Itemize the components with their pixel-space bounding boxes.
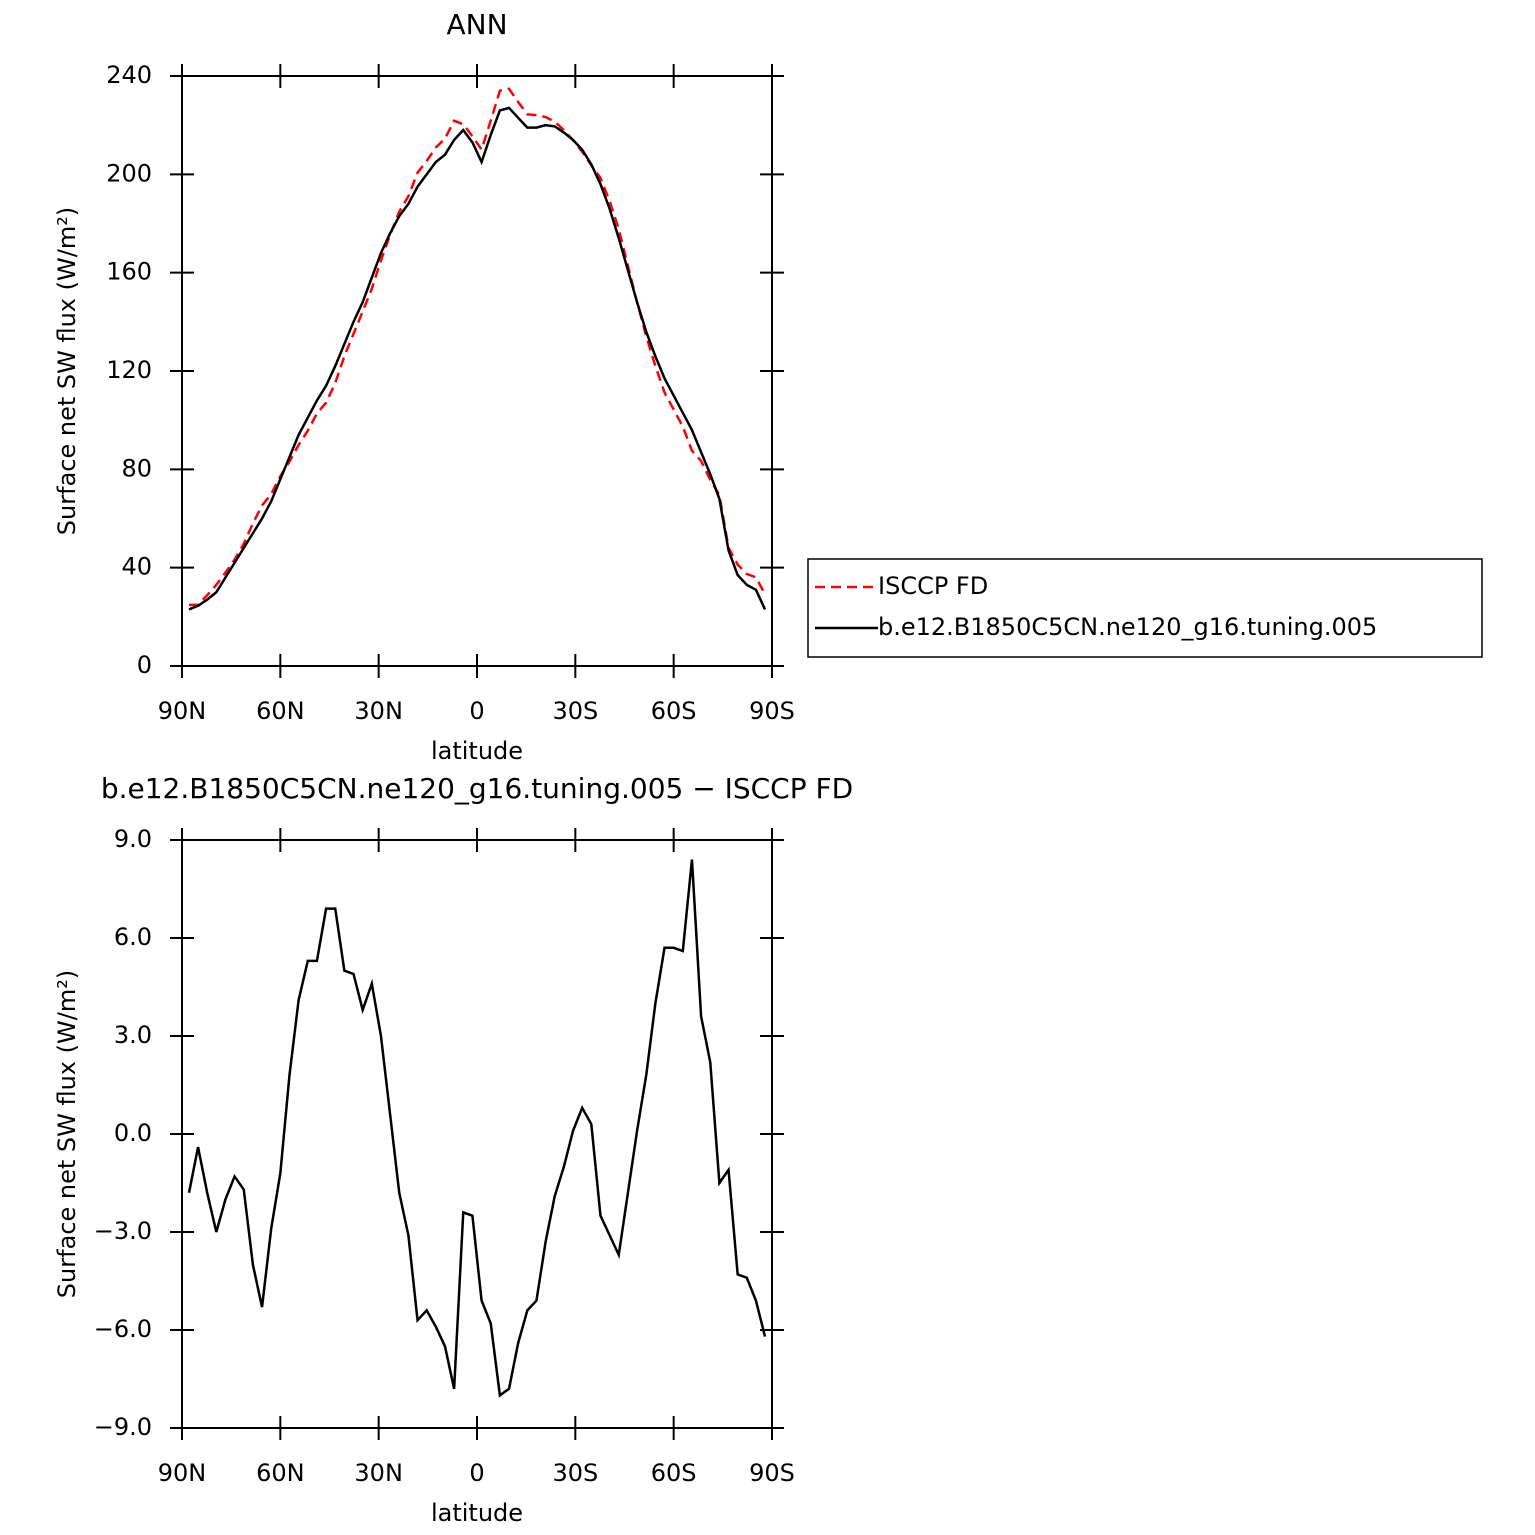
y-axis-label: Surface net SW flux (W/m²) (53, 970, 81, 1298)
plot-frame (181, 839, 773, 1429)
y-tick-label: 0 (137, 651, 152, 679)
legend-label: ISCCP FD (878, 572, 988, 600)
legend-label: b.e12.B1850C5CN.ne120_g16.tuning.005 (878, 613, 1377, 641)
x-axis-label: latitude (431, 1499, 523, 1527)
y-tick-label: 80 (121, 454, 152, 482)
x-tick-label: 0 (469, 1459, 484, 1487)
x-tick-label: 0 (469, 697, 484, 725)
y-tick-label: 6.0 (114, 923, 152, 951)
x-tick-label: 30N (354, 1459, 403, 1487)
y-tick-label: 240 (106, 61, 152, 89)
data-line (187, 859, 767, 1398)
plot-frame (181, 75, 773, 667)
data-line (188, 87, 767, 607)
y-tick-label: −9.0 (94, 1413, 152, 1441)
y-tick-label: 0.0 (114, 1119, 152, 1147)
legend-box (807, 558, 1483, 658)
x-tick-label: 90S (749, 697, 795, 725)
chart-title: ANN (446, 8, 507, 41)
x-tick-label: 60S (651, 1459, 697, 1487)
y-tick-label: −6.0 (94, 1315, 152, 1343)
y-tick-label: 160 (106, 258, 152, 286)
x-axis-label: latitude (431, 737, 523, 765)
x-tick-label: 30S (552, 697, 598, 725)
chart-title: b.e12.B1850C5CN.ne120_g16.tuning.005 − I… (101, 772, 853, 805)
y-tick-label: −3.0 (94, 1217, 152, 1245)
y-tick-label: 40 (121, 553, 152, 581)
x-tick-label: 60S (651, 697, 697, 725)
x-tick-label: 90S (749, 1459, 795, 1487)
x-tick-label: 30N (354, 697, 403, 725)
x-tick-label: 60N (256, 697, 305, 725)
x-tick-label: 90N (158, 1459, 207, 1487)
y-axis-label: Surface net SW flux (W/m²) (53, 207, 81, 535)
y-tick-label: 9.0 (114, 825, 152, 853)
data-line (188, 106, 767, 611)
x-tick-label: 60N (256, 1459, 305, 1487)
y-tick-label: 3.0 (114, 1021, 152, 1049)
x-tick-label: 30S (552, 1459, 598, 1487)
x-tick-label: 90N (158, 697, 207, 725)
y-tick-label: 120 (106, 356, 152, 384)
y-tick-label: 200 (106, 159, 152, 187)
legend: ISCCP FD b.e12.B1850C5CN.ne120_g16.tuning… (807, 558, 1483, 658)
